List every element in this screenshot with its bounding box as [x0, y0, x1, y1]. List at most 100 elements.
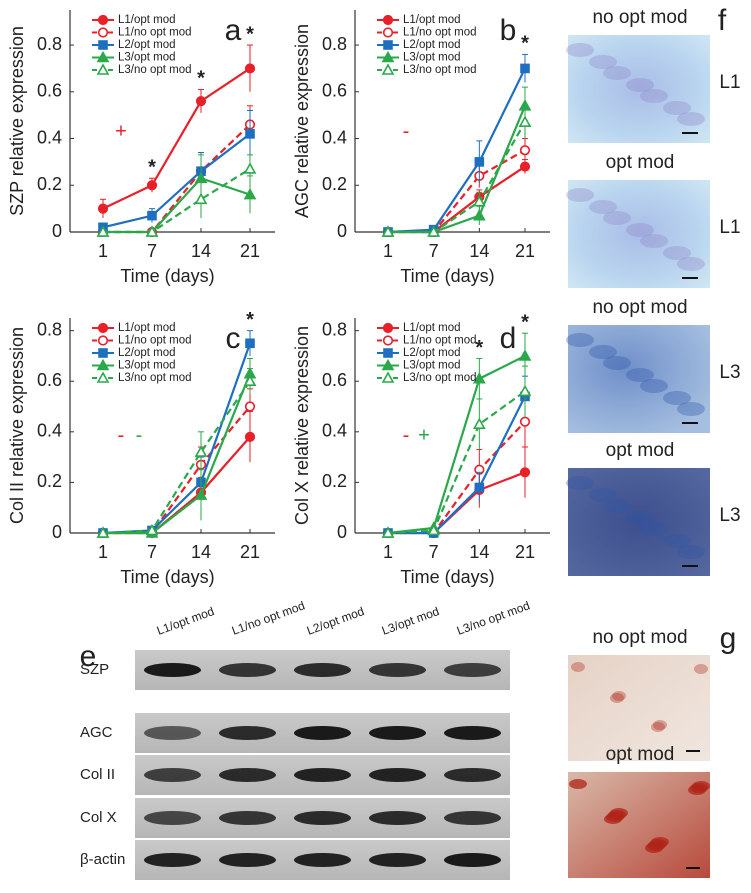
cell-blob: [640, 89, 668, 103]
y-tick-label: 0.8: [37, 34, 62, 54]
marker: [383, 40, 393, 50]
panel-letter: c: [226, 322, 241, 355]
blot-band: [144, 853, 201, 867]
sign: +: [115, 120, 127, 142]
x-tick-label: 7: [147, 542, 157, 562]
y-tick-label: 0.8: [322, 34, 347, 54]
x-tick-label: 21: [515, 241, 535, 261]
micrograph: [568, 180, 710, 288]
x-tick-label: 14: [191, 241, 211, 261]
micrograph: [568, 35, 710, 143]
marker: [381, 50, 395, 63]
micrograph: [568, 468, 710, 576]
blot-band: [294, 811, 351, 825]
protein-label: Col X: [80, 809, 117, 826]
legend-label: L1/no opt mod: [403, 335, 477, 347]
annotation: *: [475, 337, 483, 359]
x-axis-label: Time (days): [120, 266, 214, 286]
micrograph: [568, 772, 710, 878]
panel-letter: d: [500, 322, 517, 355]
marker: [519, 467, 531, 478]
y-tick-label: 0.6: [37, 81, 62, 101]
marker: [96, 526, 110, 538]
lipid-blob: [610, 693, 624, 703]
marker: [98, 40, 108, 50]
lipid-blob: [653, 720, 667, 730]
cell-blob: [626, 223, 654, 237]
marker: [519, 145, 531, 156]
marker: [474, 157, 485, 167]
lane-label: L3/no opt mod: [455, 598, 532, 637]
series-line: [388, 121, 526, 234]
x-tick-label: 7: [429, 542, 439, 562]
cell-blob: [663, 246, 691, 260]
line-chart: 0 0.2 0.4 0.6 0.8 1 7 14 21 Time (days) Col X rela…: [292, 311, 550, 587]
marker: [381, 225, 395, 237]
cell-blob: [640, 522, 668, 536]
y-tick-label: 0.4: [322, 127, 347, 147]
marker: [381, 63, 395, 75]
x-tick-label: 14: [469, 542, 489, 562]
lipid-blob: [604, 814, 622, 824]
series-line: [388, 165, 526, 234]
x-axis-label: Time (days): [400, 567, 494, 587]
marker: [243, 374, 257, 387]
legend-label: L2/opt mod: [403, 347, 461, 359]
marker: [98, 348, 108, 358]
annotation: *: [246, 309, 254, 331]
series-line: [102, 67, 251, 210]
marker: [96, 225, 110, 237]
y-tick-label: 0: [337, 522, 347, 542]
marker: [382, 27, 394, 38]
legend-label: L3/opt mod: [403, 360, 461, 372]
cell-blob: [589, 55, 617, 69]
marker: [472, 194, 486, 207]
sign: +: [418, 425, 430, 447]
blot-band: [144, 663, 201, 677]
marker: [245, 129, 255, 139]
lipid-blob: [569, 779, 587, 789]
x-tick-label: 1: [383, 241, 393, 261]
cell-blob: [603, 356, 631, 370]
marker: [244, 401, 256, 412]
marker: [427, 523, 441, 536]
series-line: [387, 67, 526, 234]
marker: [245, 338, 255, 349]
legend-label: L1/opt mod: [403, 322, 461, 334]
legend-label: L1/opt mod: [118, 14, 176, 26]
cell-blob: [677, 402, 705, 416]
blot-band: [444, 726, 501, 740]
series-line: [387, 390, 526, 535]
legend-label: L2/opt mod: [403, 39, 461, 51]
marker: [381, 526, 395, 538]
blot-band: [294, 726, 351, 740]
x-tick-label: 1: [383, 542, 393, 562]
marker: [243, 162, 257, 174]
legend-label: L1/no opt mod: [403, 27, 477, 39]
x-tick-label: 1: [98, 241, 108, 261]
marker: [518, 384, 532, 397]
sign: -: [403, 120, 410, 142]
cell-blob: [603, 499, 631, 513]
marker: [382, 14, 394, 26]
marker: [383, 348, 393, 358]
series-line: [103, 167, 251, 234]
lane-label: L3/opt mod: [380, 604, 441, 638]
cell-blob: [626, 511, 654, 525]
marker: [519, 161, 531, 172]
blot-band: [369, 853, 426, 867]
blot-band: [369, 811, 426, 825]
y-tick-label: 0.8: [322, 319, 347, 339]
image-caption: no opt mod: [592, 297, 687, 318]
marker: [146, 180, 158, 191]
protein-label: β-actin: [80, 851, 125, 868]
x-tick-label: 1: [98, 542, 108, 562]
annotation: *: [197, 68, 205, 90]
cell-blob: [626, 78, 654, 92]
cell-blob: [589, 345, 617, 359]
marker: [195, 96, 207, 107]
line-chart: 0 0.2 0.4 0.6 0.8 1 7 14 21 Time (days) Col II rel…: [7, 309, 275, 587]
cell-blob: [589, 200, 617, 214]
x-axis-label: Time (days): [400, 266, 494, 286]
cell-blob: [566, 476, 594, 490]
